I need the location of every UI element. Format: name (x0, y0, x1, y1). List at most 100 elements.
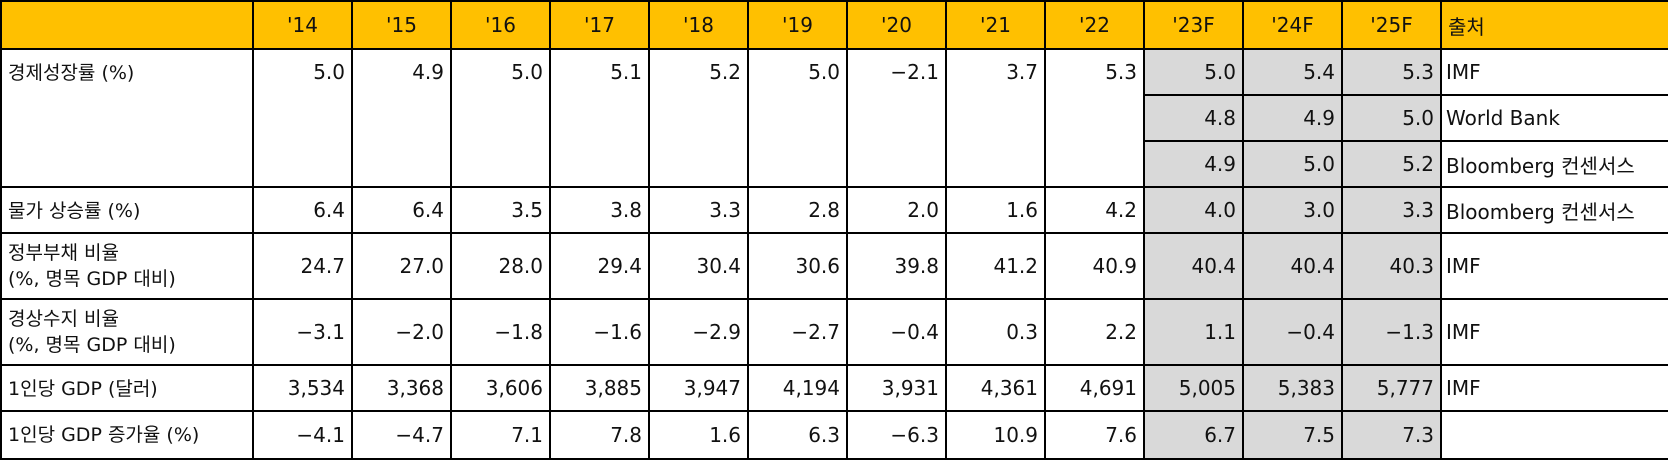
row-label: 1인당 GDP 증가율 (%) (0, 410, 254, 460)
source-cell: Bloomberg 컨센서스 (1440, 140, 1668, 188)
value-cell: −4.7 (351, 410, 452, 460)
value-cell: −2.1 (846, 48, 947, 188)
value-cell: −2.9 (648, 298, 749, 366)
value-cell: −2.7 (747, 298, 848, 366)
value-cell: 3,606 (450, 364, 551, 412)
forecast-cell: 40.4 (1242, 232, 1343, 300)
header-cell: '17 (549, 0, 650, 50)
header-cell: '20 (846, 0, 947, 50)
row-label-line: (%, 명목 GDP 대비) (8, 334, 176, 356)
value-cell: 39.8 (846, 232, 947, 300)
value-cell: 5.0 (450, 48, 551, 188)
forecast-cell: −0.4 (1242, 298, 1343, 366)
value-cell: 5.3 (1044, 48, 1145, 188)
row-label-line: 1인당 GDP (달러) (8, 378, 158, 400)
value-cell: 3,368 (351, 364, 452, 412)
forecast-cell: 4.8 (1143, 94, 1244, 142)
table-row: 1인당 GDP 증가율 (%) −4.1 −4.7 7.1 7.8 1.6 6.3 −6.3 1… (0, 410, 1668, 460)
value-cell: 10.9 (945, 410, 1046, 460)
value-cell: 3.5 (450, 186, 551, 234)
value-cell: 2.2 (1044, 298, 1145, 366)
row-label-line: (%, 명목 GDP 대비) (8, 268, 176, 290)
value-cell: 29.4 (549, 232, 650, 300)
forecast-cell: 4.9 (1242, 94, 1343, 142)
value-cell: 1.6 (945, 186, 1046, 234)
forecast-cell: 3.0 (1242, 186, 1343, 234)
source-cell: World Bank (1440, 94, 1668, 142)
header-cell: '22 (1044, 0, 1145, 50)
value-cell: −1.6 (549, 298, 650, 366)
value-cell: −1.8 (450, 298, 551, 366)
value-cell: 1.6 (648, 410, 749, 460)
header-cell: '25F (1341, 0, 1442, 50)
header-cell: '23F (1143, 0, 1244, 50)
forecast-cell: 1.1 (1143, 298, 1244, 366)
row-label: 1인당 GDP (달러) (0, 364, 254, 412)
header-row: '14'15'16'17'18'19'20'21'22'23F '24F '25F 출… (0, 0, 1668, 50)
value-cell: 5.0 (252, 48, 353, 188)
value-cell: 3.3 (648, 186, 749, 234)
header-cell: '21 (945, 0, 1046, 50)
value-cell: 4,691 (1044, 364, 1145, 412)
table-row: 물가 상승률 (%) 6.4 6.4 3.5 3.8 3.3 2.8 2.0 1.6 4.2 4.0… (0, 186, 1668, 234)
source-cell (1440, 410, 1668, 460)
forecast-cell: 7.5 (1242, 410, 1343, 460)
value-cell: 4,194 (747, 364, 848, 412)
row-label: 경상수지 비율 (%, 명목 GDP 대비) (0, 298, 254, 366)
source-cell: IMF (1440, 232, 1668, 300)
header-cell: '19 (747, 0, 848, 50)
source-cell: IMF (1440, 48, 1668, 96)
forecast-cell: 5,005 (1143, 364, 1244, 412)
header-cell: '18 (648, 0, 749, 50)
value-cell: −4.1 (252, 410, 353, 460)
value-cell: 0.3 (945, 298, 1046, 366)
value-cell: −6.3 (846, 410, 947, 460)
value-cell: 7.6 (1044, 410, 1145, 460)
forecast-cell: 5.3 (1341, 48, 1442, 96)
forecast-cell: 5.0 (1242, 140, 1343, 188)
value-cell: 27.0 (351, 232, 452, 300)
header-cell: '24F (1242, 0, 1343, 50)
value-cell: −0.4 (846, 298, 947, 366)
forecast-cell: 7.3 (1341, 410, 1442, 460)
value-cell: 5.1 (549, 48, 650, 188)
source-cell: IMF (1440, 364, 1668, 412)
forecast-cell: 3.3 (1341, 186, 1442, 234)
value-cell: 3,534 (252, 364, 353, 412)
header-cell: '16 (450, 0, 551, 50)
value-cell: 6.4 (351, 186, 452, 234)
row-label-line: 1인당 GDP 증가율 (%) (8, 424, 200, 446)
table-row: 경제성장률 (%) 5.0 4.9 5.0 5.1 5.2 5.0 −2.1 3.7 5.3 5.0… (0, 48, 1668, 188)
value-cell: 3.7 (945, 48, 1046, 188)
value-cell: 41.2 (945, 232, 1046, 300)
table-row: 경상수지 비율 (%, 명목 GDP 대비) −3.1 −2.0 −1.8 −1.6 −2.… (0, 298, 1668, 366)
forecast-cell: 5.4 (1242, 48, 1343, 96)
table-row: 4.8 4.9 5.0 World Bank (1, 94, 1668, 142)
forecast-cell: 5,383 (1242, 364, 1343, 412)
value-cell: 30.4 (648, 232, 749, 300)
forecast-cell: 5,777 (1341, 364, 1442, 412)
value-cell: 6.3 (747, 410, 848, 460)
forecast-cell: 40.3 (1341, 232, 1442, 300)
row-label-line: 경제성장률 (%) (8, 62, 135, 84)
value-cell: 3,931 (846, 364, 947, 412)
table-row: 정부부채 비율 (%, 명목 GDP 대비) 24.7 27.0 28.0 29.4 30.… (0, 232, 1668, 300)
value-cell: −2.0 (351, 298, 452, 366)
forecast-cell: 5.0 (1143, 48, 1244, 96)
value-cell: 28.0 (450, 232, 551, 300)
value-cell: 4.2 (1044, 186, 1145, 234)
value-cell: 7.8 (549, 410, 650, 460)
value-cell: 2.8 (747, 186, 848, 234)
value-cell: 3,885 (549, 364, 650, 412)
row-label-line: 물가 상승률 (%) (8, 200, 141, 222)
row-label: 정부부채 비율 (%, 명목 GDP 대비) (0, 232, 254, 300)
value-cell: 30.6 (747, 232, 848, 300)
value-cell: 2.0 (846, 186, 947, 234)
forecast-cell: 4.0 (1143, 186, 1244, 234)
value-cell: 5.2 (648, 48, 749, 188)
value-cell: 7.1 (450, 410, 551, 460)
forecast-cell: −1.3 (1341, 298, 1442, 366)
source-cell: IMF (1440, 298, 1668, 366)
